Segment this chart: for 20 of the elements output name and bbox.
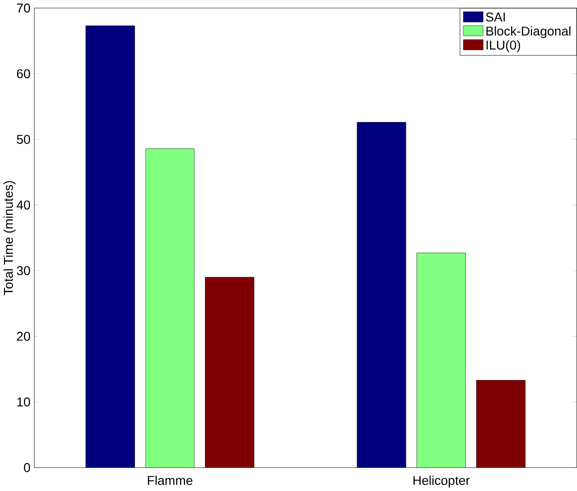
y-tick-label: 50 [16, 134, 30, 144]
y-tick-label: 0 [24, 463, 30, 472]
x-tick-label: Flamme [148, 476, 192, 485]
legend-label: SAI [486, 12, 505, 22]
bar [204, 276, 254, 468]
y-tick-label: 30 [16, 266, 30, 276]
x-tick-label: Helicopter [413, 476, 470, 488]
y-tick-label: 40 [16, 200, 30, 210]
y-tick-label: 10 [17, 397, 30, 406]
legend-label: ILU(0) [486, 40, 520, 52]
y-axis-title: Total Time (minutes) [4, 181, 16, 296]
bar [416, 252, 466, 468]
y-tick-label: 60 [17, 69, 30, 78]
bar [356, 122, 406, 468]
bar [145, 148, 195, 468]
legend-label: Block-Diagonal [486, 26, 570, 38]
y-tick-label: 70 [17, 4, 30, 13]
bar [86, 26, 135, 468]
bar [476, 380, 526, 468]
y-tick-label: 20 [16, 332, 30, 341]
